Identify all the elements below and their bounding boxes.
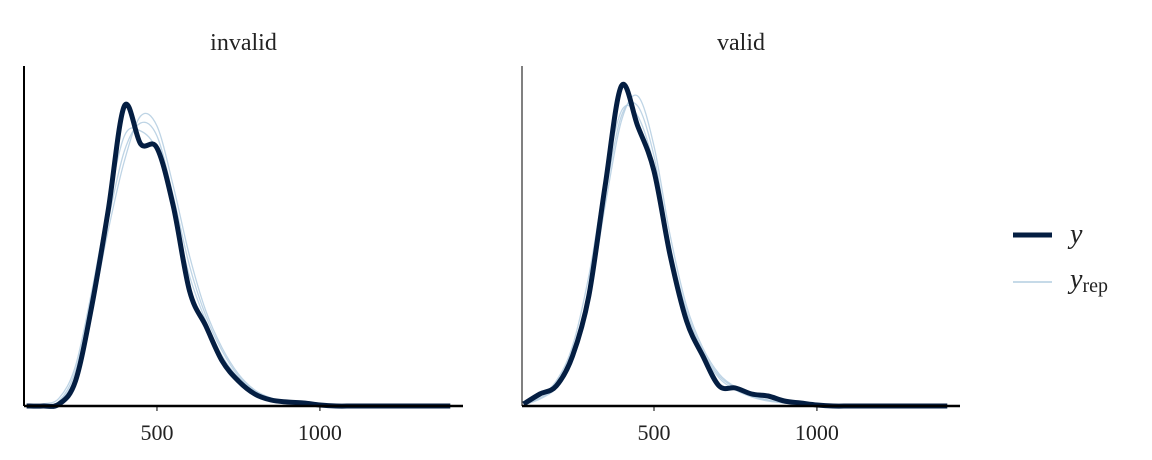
legend-label-sub: rep	[1082, 275, 1108, 297]
x-tick-label: 1000	[298, 420, 342, 445]
replicate-density	[523, 101, 948, 407]
replicate-density	[523, 94, 948, 407]
replicate-density	[26, 112, 451, 407]
panel-title: valid	[717, 30, 765, 56]
x-tick-label: 500	[140, 420, 173, 445]
x-tick-label: 1000	[795, 420, 839, 445]
observed-density	[26, 101, 451, 409]
legend-label-main: y	[1067, 264, 1083, 295]
legend-label: yrep	[1067, 264, 1108, 297]
replicate-density	[26, 127, 451, 407]
panel-title: invalid	[210, 30, 277, 56]
legend-label: y	[1067, 219, 1083, 250]
x-tick-label: 500	[637, 420, 670, 445]
legend: y yrep	[1013, 219, 1108, 297]
replicate-density	[26, 121, 451, 407]
observed-density	[522, 81, 948, 409]
replicate-density	[523, 104, 948, 407]
